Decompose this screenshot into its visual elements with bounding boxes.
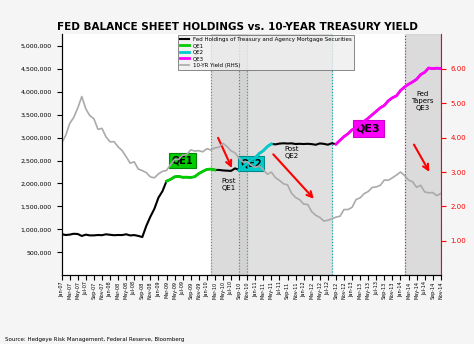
Text: Source: Hedgeye Risk Management, Federal Reserve, Bloomberg: Source: Hedgeye Risk Management, Federal… [5,337,184,342]
Text: QE3: QE3 [356,123,381,133]
Legend: Fed Holdings of Treasury and Agency Mortgage Securities, QE1, QE2, QE3, 10-YR Yi: Fed Holdings of Treasury and Agency Mort… [178,35,354,70]
Text: Post
QE2: Post QE2 [284,146,299,159]
Text: Fed
Tapers
QE3: Fed Tapers QE3 [411,91,434,111]
Text: FED BALANCE SHEET HOLDINGS vs. 10-YEAR TREASURY YIELD: FED BALANCE SHEET HOLDINGS vs. 10-YEAR T… [56,22,418,32]
Text: QE1: QE1 [172,155,193,165]
Bar [404,34,441,275]
Bar [239,34,332,275]
Text: QE2: QE2 [240,159,262,169]
Text: Post
QE1: Post QE1 [222,178,236,191]
Bar [211,34,247,275]
